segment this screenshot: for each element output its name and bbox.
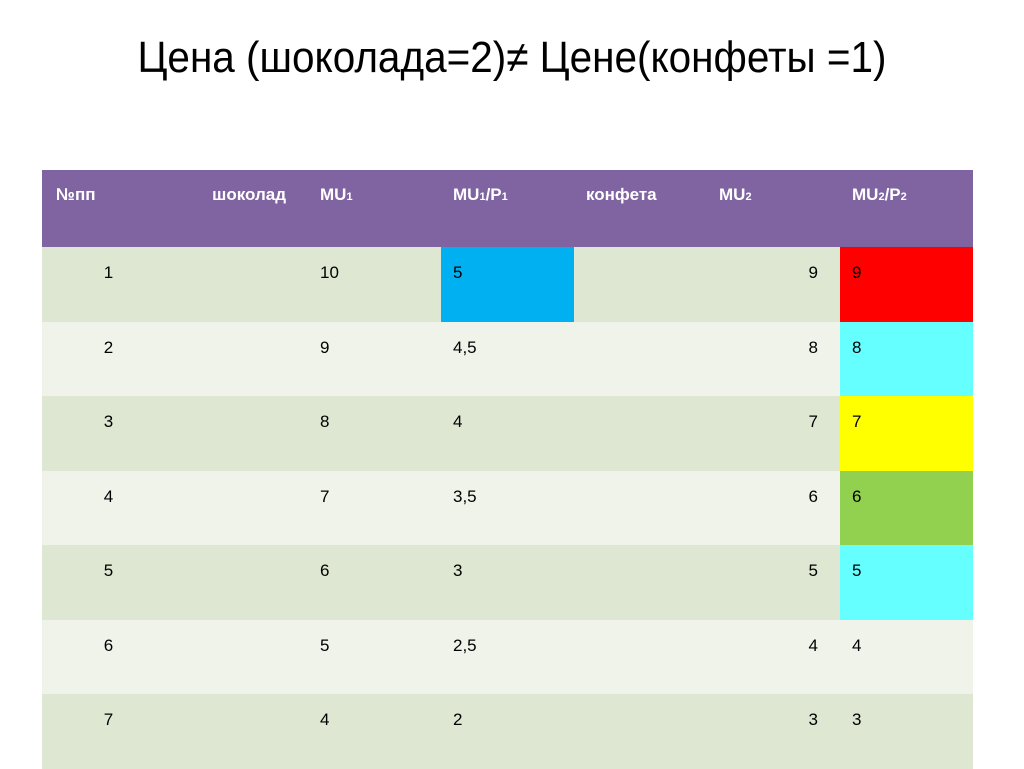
header-number: №пп: [42, 170, 175, 247]
row-number-cell: 4: [42, 470, 175, 545]
header-mu2-p2: MU2/P2: [840, 170, 973, 247]
chocolate-cell: [175, 619, 308, 694]
chocolate-cell: [175, 694, 308, 769]
mu1-p1-cell: 4,5: [441, 321, 574, 396]
candy-cell: [574, 545, 707, 620]
mu1-p1-cell: 2,5: [441, 619, 574, 694]
mu2-cell: 4: [707, 619, 840, 694]
mu1-cell: 5: [308, 619, 441, 694]
mu2-p2-cell: 9: [840, 247, 973, 322]
header-chocolate: шоколад: [175, 170, 308, 247]
candy-cell: [574, 694, 707, 769]
mu2-cell: 8: [707, 321, 840, 396]
slide-title: Цена (шоколада=2)≠ Цене(конфеты =1): [137, 33, 887, 82]
mu1-cell: 6: [308, 545, 441, 620]
mu1-p1-cell: 4: [441, 396, 574, 471]
mu1-p1-cell: 5: [441, 247, 574, 322]
table-row: 6 5 2,5 4 4: [42, 619, 973, 694]
chocolate-cell: [175, 247, 308, 322]
mu2-cell: 5: [707, 545, 840, 620]
mu1-cell: 4: [308, 694, 441, 769]
table-row: 2 9 4,5 8 8: [42, 321, 973, 396]
mu2-p2-cell: 3: [840, 694, 973, 769]
row-number-cell: 6: [42, 619, 175, 694]
header-mu1-p1: MU1/P1: [441, 170, 574, 247]
candy-cell: [574, 470, 707, 545]
mu1-p1-cell: 3,5: [441, 470, 574, 545]
mu1-p1-cell: 3: [441, 545, 574, 620]
table-row: 1 10 5 9 9: [42, 247, 973, 322]
mu1-cell: 7: [308, 470, 441, 545]
chocolate-cell: [175, 470, 308, 545]
chocolate-cell: [175, 545, 308, 620]
row-number-cell: 3: [42, 396, 175, 471]
utility-table: №пп шоколад MU1 MU1/P1 конфета MU2 MU2/P…: [42, 170, 973, 769]
mu2-cell: 7: [707, 396, 840, 471]
chocolate-cell: [175, 321, 308, 396]
candy-cell: [574, 321, 707, 396]
candy-cell: [574, 247, 707, 322]
mu2-p2-cell: 6: [840, 470, 973, 545]
mu2-p2-cell: 8: [840, 321, 973, 396]
header-candy: конфета: [574, 170, 707, 247]
candy-cell: [574, 396, 707, 471]
row-number-cell: 5: [42, 545, 175, 620]
header-mu1: MU1: [308, 170, 441, 247]
mu1-cell: 9: [308, 321, 441, 396]
chocolate-cell: [175, 396, 308, 471]
mu2-cell: 3: [707, 694, 840, 769]
mu2-cell: 9: [707, 247, 840, 322]
table-row: 4 7 3,5 6 6: [42, 470, 973, 545]
mu1-cell: 10: [308, 247, 441, 322]
mu1-cell: 8: [308, 396, 441, 471]
table-header-row: №пп шоколад MU1 MU1/P1 конфета MU2 MU2/P…: [42, 170, 973, 247]
row-number-cell: 1: [42, 247, 175, 322]
row-number-cell: 2: [42, 321, 175, 396]
mu2-cell: 6: [707, 470, 840, 545]
mu2-p2-cell: 7: [840, 396, 973, 471]
header-mu2: MU2: [707, 170, 840, 247]
mu2-p2-cell: 5: [840, 545, 973, 620]
mu1-p1-cell: 2: [441, 694, 574, 769]
candy-cell: [574, 619, 707, 694]
row-number-cell: 7: [42, 694, 175, 769]
mu2-p2-cell: 4: [840, 619, 973, 694]
